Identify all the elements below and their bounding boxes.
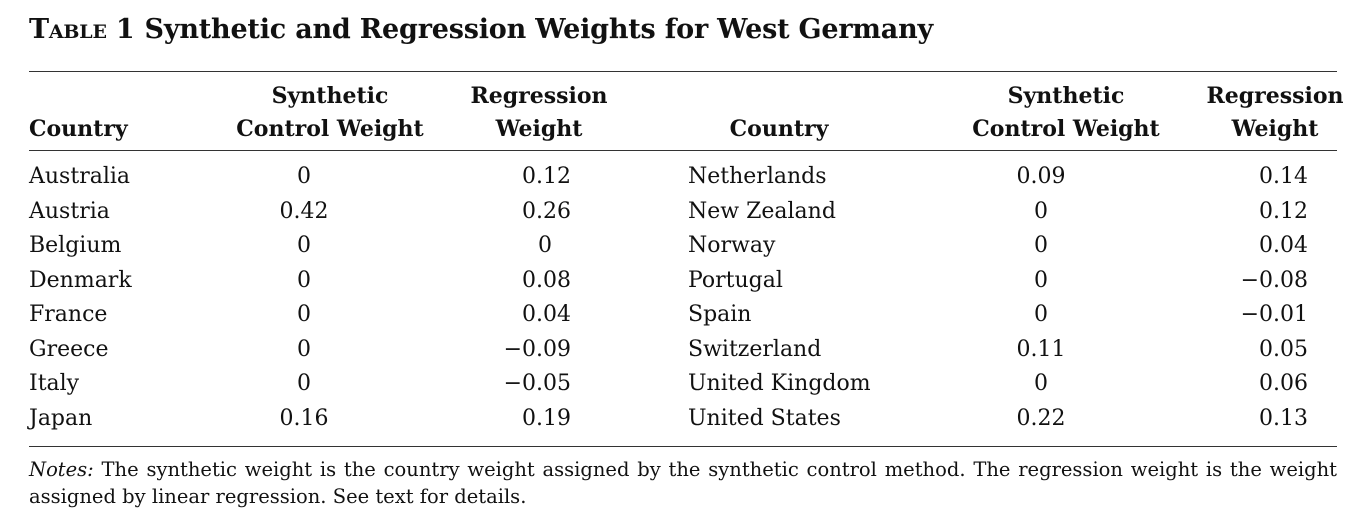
- country-cell: Denmark: [29, 267, 132, 293]
- header-synthetic-left: Synthetic Control Weight: [205, 80, 455, 146]
- synthetic-weight-cell: 0: [297, 371, 311, 396]
- header-regression-line2: Weight: [495, 116, 583, 142]
- table-caption: Synthetic and Regression Weights for Wes…: [144, 14, 934, 45]
- header-regression-line2: Weight: [1231, 116, 1319, 142]
- country-cell: Switzerland: [688, 336, 822, 362]
- header-synthetic-line2: Control Weight: [236, 116, 424, 142]
- country-cell: France: [29, 302, 108, 327]
- regression-weight-cell: 0.13: [1259, 405, 1308, 431]
- synthetic-weight-cell: 0.22: [1016, 405, 1066, 431]
- table-title: Table 1 Synthetic and Regression Weights …: [29, 14, 933, 45]
- regression-weight-cell: 0: [538, 233, 552, 258]
- regression-weight-cell: 0.04: [1259, 233, 1308, 258]
- header-regression-left: Regression Weight: [459, 80, 619, 146]
- country-cell: New Zealand: [688, 198, 836, 224]
- regression-weight-cell: 0.06: [1259, 371, 1308, 396]
- regression-weight-cell: 0.05: [1259, 336, 1308, 362]
- synthetic-weight-cell: 0: [297, 233, 311, 258]
- country-cell: Italy: [29, 371, 80, 396]
- header-rule: [29, 150, 1337, 151]
- table-figure: Table 1 Synthetic and Regression Weights …: [29, 0, 1344, 528]
- country-cell: Greece: [29, 336, 109, 362]
- synthetic-weight-cell: 0: [297, 336, 311, 362]
- regression-weight-cell: 0.19: [522, 405, 571, 431]
- header-regression-line1: Regression: [470, 83, 608, 109]
- country-cell: United Kingdom: [688, 371, 871, 396]
- synthetic-weight-cell: 0: [1034, 267, 1048, 293]
- country-cell: United States: [688, 405, 841, 431]
- regression-weight-cell: −0.05: [503, 371, 571, 396]
- synthetic-weight-cell: 0: [297, 164, 311, 189]
- notes-label: Notes:: [29, 458, 94, 481]
- synthetic-weight-cell: 0: [297, 302, 311, 327]
- regression-weight-cell: 0.04: [522, 302, 571, 327]
- header-synthetic-line2: Control Weight: [972, 116, 1160, 142]
- regression-weight-cell: 0.12: [1259, 198, 1308, 224]
- header-synthetic-line1: Synthetic: [271, 83, 389, 109]
- bottom-rule: [29, 446, 1337, 447]
- notes-text: The synthetic weight is the country weig…: [29, 458, 1337, 508]
- header-country-left: Country: [29, 116, 128, 142]
- header-regression-right: Regression Weight: [1195, 80, 1355, 146]
- synthetic-weight-cell: 0.11: [1016, 336, 1066, 362]
- synthetic-weight-cell: 0: [1034, 198, 1048, 224]
- country-cell: Australia: [29, 164, 131, 189]
- country-cell: Portugal: [688, 267, 783, 293]
- country-cell: Norway: [688, 233, 776, 258]
- synthetic-weight-cell: 0.09: [1016, 164, 1066, 189]
- synthetic-weight-cell: 0: [1034, 371, 1048, 396]
- regression-weight-cell: −0.01: [1240, 302, 1308, 327]
- regression-weight-cell: −0.08: [1240, 267, 1308, 293]
- synthetic-weight-cell: 0: [297, 267, 311, 293]
- country-cell: Spain: [688, 302, 752, 327]
- header-regression-line1: Regression: [1206, 83, 1344, 109]
- synthetic-weight-cell: 0.16: [279, 405, 329, 431]
- synthetic-weight-cell: 0: [1034, 233, 1048, 258]
- header-synthetic-right: Synthetic Control Weight: [941, 80, 1191, 146]
- country-cell: Belgium: [29, 233, 122, 258]
- country-cell: Austria: [29, 198, 110, 224]
- top-rule: [29, 71, 1337, 72]
- regression-weight-cell: 0.12: [522, 164, 571, 189]
- regression-weight-cell: 0.08: [522, 267, 571, 293]
- table-notes: Notes: The synthetic weight is the count…: [29, 456, 1337, 510]
- header-country-right: Country: [729, 116, 829, 142]
- regression-weight-cell: −0.09: [503, 336, 571, 362]
- country-cell: Netherlands: [688, 164, 827, 189]
- regression-weight-cell: 0.14: [1259, 164, 1308, 189]
- synthetic-weight-cell: 0: [1034, 302, 1048, 327]
- synthetic-weight-cell: 0.42: [279, 198, 329, 224]
- header-synthetic-line1: Synthetic: [1007, 83, 1125, 109]
- table-label: Table 1: [29, 14, 135, 45]
- country-cell: Japan: [29, 405, 93, 431]
- regression-weight-cell: 0.26: [522, 198, 571, 224]
